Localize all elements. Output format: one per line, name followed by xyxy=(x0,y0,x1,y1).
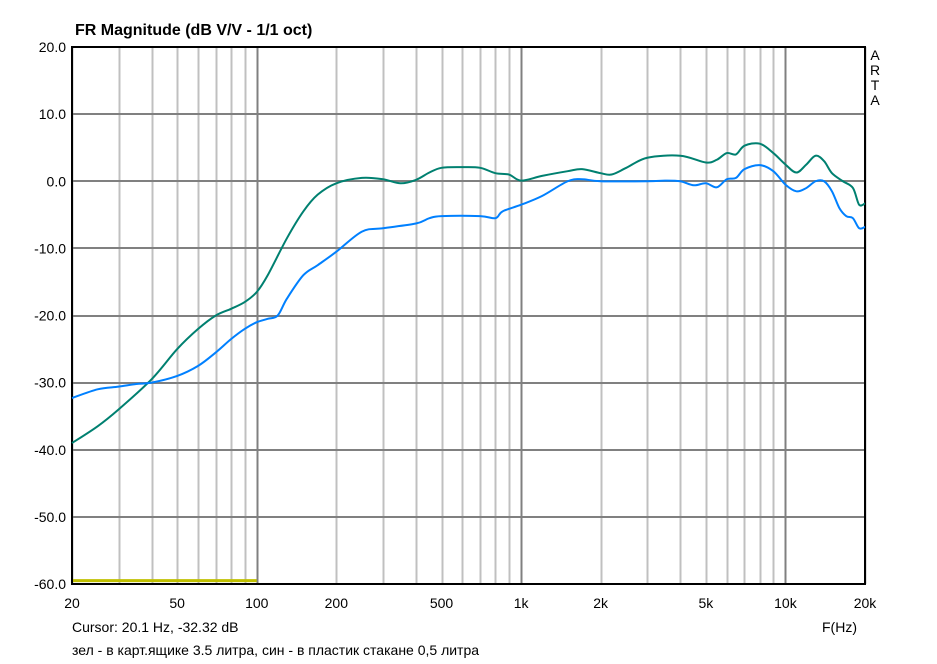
y-tick-label: 10.0 xyxy=(39,106,66,122)
y-tick-label: 0.0 xyxy=(47,173,67,189)
plot-border xyxy=(71,46,866,585)
y-tick-label: -60.0 xyxy=(34,576,66,592)
series-line-blue xyxy=(71,164,866,400)
x-tick-label: 100 xyxy=(245,595,269,611)
legend-note: зел - в карт.ящике 3.5 литра, син - в пл… xyxy=(72,642,480,658)
x-tick-label: 20k xyxy=(854,595,878,611)
x-tick-label: 20 xyxy=(64,595,80,611)
x-tick-label: 10k xyxy=(774,595,798,611)
arta-logo: ARTA xyxy=(870,47,881,108)
x-tick-label: 200 xyxy=(325,595,349,611)
cursor-readout: Cursor: 20.1 Hz, -32.32 dB xyxy=(72,619,239,635)
y-tick-label: -50.0 xyxy=(34,509,66,525)
chart-title: FR Magnitude (dB V/V - 1/1 oct) xyxy=(75,22,313,39)
y-tick-label: -10.0 xyxy=(34,240,66,256)
x-tick-label: 1k xyxy=(514,595,530,611)
x-tick-label: 2k xyxy=(593,595,609,611)
x-axis-label: F(Hz) xyxy=(822,619,857,635)
x-tick-label: 50 xyxy=(169,595,185,611)
y-tick-label: -20.0 xyxy=(34,308,66,324)
x-tick-label: 500 xyxy=(430,595,454,611)
x-tick-label: 5k xyxy=(698,595,714,611)
y-tick-label: -40.0 xyxy=(34,442,66,458)
y-tick-label: -30.0 xyxy=(34,375,66,391)
y-tick-label: 20.0 xyxy=(39,39,66,55)
series-line-green xyxy=(71,142,866,444)
